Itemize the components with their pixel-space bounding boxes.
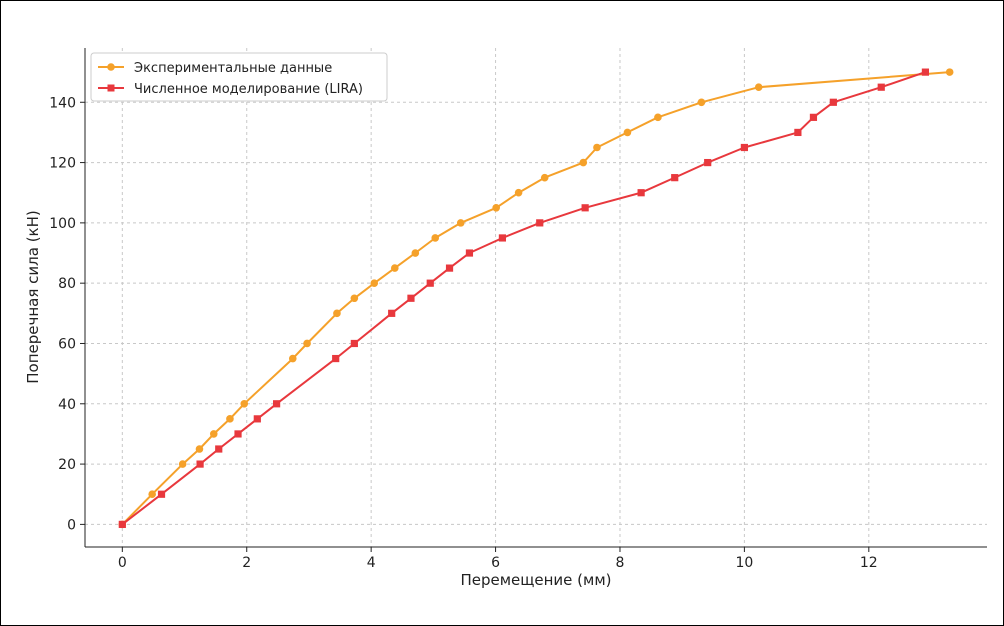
y-tick-label: 80: [58, 276, 76, 292]
data-point-experimental: [579, 158, 588, 167]
data-point-experimental: [370, 279, 379, 287]
legend: Экспериментальные данные Численное модел…: [90, 52, 388, 102]
data-point-lira: [921, 68, 930, 76]
y-tick-label: 20: [58, 457, 76, 473]
legend-marker-experimental: [107, 63, 115, 71]
data-point-experimental: [654, 113, 662, 122]
y-tick-label: 120: [49, 156, 76, 172]
data-point-experimental: [226, 415, 234, 423]
data-point-experimental: [303, 339, 311, 348]
data-point-experimental: [209, 430, 218, 438]
data-point-experimental: [945, 68, 954, 76]
data-point-lira: [809, 113, 818, 121]
data-point-lira: [581, 204, 589, 212]
legend-marker-lira: [107, 84, 115, 92]
data-point-experimental: [333, 309, 341, 318]
y-tick-label: 140: [49, 95, 76, 111]
data-point-lira: [388, 309, 396, 317]
data-point-lira: [234, 430, 242, 438]
x-tick-label: 0: [118, 555, 127, 571]
data-point-lira: [196, 460, 204, 468]
y-axis-label: Поперечная сила (кН): [24, 210, 42, 383]
data-point-lira: [637, 189, 645, 197]
y-tick-label: 60: [58, 336, 76, 352]
data-point-lira: [829, 98, 837, 106]
data-point-experimental: [456, 219, 465, 227]
data-point-experimental: [390, 264, 399, 272]
data-point-lira: [877, 83, 885, 91]
data-point-experimental: [431, 234, 440, 242]
data-point-lira: [253, 415, 261, 423]
data-point-experimental: [411, 249, 420, 257]
axes: [84, 48, 987, 548]
x-tick-label: 8: [616, 555, 625, 571]
series-layer: [118, 68, 954, 529]
y-tick-label: 100: [49, 216, 76, 232]
legend-label-lira: Численное моделирование (LIRA): [134, 82, 363, 97]
data-point-lira: [671, 174, 679, 182]
data-point-experimental: [148, 490, 156, 499]
y-tick-label: 0: [67, 517, 76, 533]
x-tick-label: 10: [735, 555, 753, 571]
data-point-lira: [740, 143, 748, 152]
data-point-lira: [794, 128, 802, 137]
legend-label-experimental: Экспериментальные данные: [134, 61, 332, 76]
data-point-experimental: [623, 128, 632, 137]
y-ticks: 0 20 40 60 80 100 120 140: [49, 95, 85, 533]
data-point-lira: [272, 400, 281, 408]
grid: [85, 48, 987, 547]
data-point-lira: [498, 234, 507, 242]
data-point-experimental: [697, 98, 706, 107]
data-point-lira: [407, 294, 415, 302]
data-point-lira: [704, 158, 712, 167]
data-point-experimental: [514, 188, 523, 197]
legend-box: [90, 52, 388, 102]
series-line-1: [121, 71, 926, 526]
x-axis-label: Перемещение (мм): [460, 571, 611, 589]
x-ticks: 0 2 4 6 8 10 12: [118, 547, 878, 571]
data-point-experimental: [350, 294, 359, 303]
x-tick-label: 6: [491, 555, 500, 571]
data-point-experimental: [195, 445, 204, 453]
data-point-lira: [445, 264, 454, 272]
data-point-experimental: [178, 460, 187, 468]
data-point-experimental: [593, 143, 601, 152]
x-tick-label: 2: [242, 555, 251, 571]
data-point-lira: [332, 354, 340, 363]
data-point-lira: [157, 490, 166, 498]
y-tick-label: 40: [58, 397, 76, 413]
data-point-experimental: [754, 83, 763, 91]
x-tick-label: 4: [367, 555, 376, 571]
x-tick-label: 12: [860, 555, 878, 571]
data-point-lira: [350, 339, 358, 348]
data-point-experimental: [540, 173, 549, 182]
data-point-lira: [215, 445, 223, 453]
data-point-lira: [465, 249, 474, 257]
data-point-lira: [536, 219, 544, 227]
data-point-experimental: [288, 354, 297, 363]
data-point-lira: [118, 520, 126, 528]
data-point-lira: [426, 279, 434, 287]
data-point-experimental: [240, 399, 249, 408]
data-point-experimental: [492, 204, 500, 212]
